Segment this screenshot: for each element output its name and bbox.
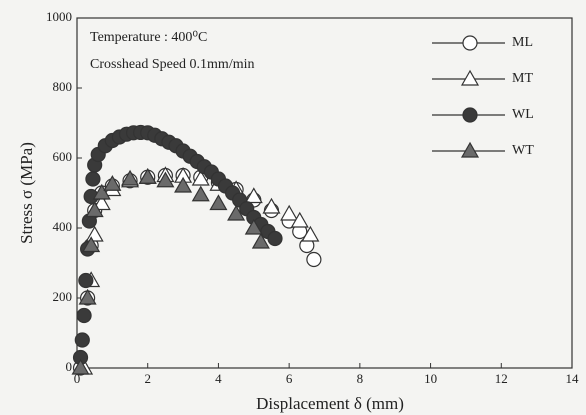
y-tick-label: 600 [53, 149, 73, 164]
plot-frame [76, 17, 573, 369]
data-point [280, 204, 299, 221]
data-point [191, 185, 210, 202]
x-tick-label: 12 [495, 371, 508, 386]
data-point [82, 236, 101, 253]
y-axis-label: Stress σ (MPa) [17, 142, 36, 244]
data-point [191, 169, 210, 186]
x-tick-label: 14 [566, 371, 580, 386]
data-point [78, 288, 97, 305]
legend-marker [462, 35, 478, 51]
data-point [209, 194, 228, 211]
data-point [262, 197, 281, 214]
data-point [78, 272, 94, 289]
y-tick-label: 800 [53, 79, 73, 94]
data-point [121, 169, 140, 186]
y-tick-label: 0 [66, 359, 73, 374]
data-point [85, 225, 104, 242]
x-tick-label: 6 [286, 371, 293, 386]
x-axis-label: Displacement δ (mm) [256, 394, 404, 413]
legend-label: WL [512, 107, 534, 122]
annotation: Crosshead Speed 0.1mm/min [90, 57, 255, 72]
legend-marker [462, 107, 478, 123]
data-point [306, 251, 322, 268]
data-point [267, 230, 283, 247]
legend-marker [460, 141, 480, 158]
legend-marker [460, 69, 480, 86]
legend-label: MT [512, 71, 533, 86]
data-point [85, 171, 101, 187]
legend-label: WT [512, 143, 534, 158]
data-point [92, 194, 111, 211]
x-tick-label: 2 [144, 371, 151, 386]
x-tick-label: 10 [424, 371, 437, 386]
data-point [92, 183, 111, 200]
data-point [244, 218, 263, 235]
data-point [227, 204, 246, 221]
data-point [74, 332, 90, 348]
data-point [251, 232, 270, 249]
y-tick-label: 200 [53, 289, 73, 304]
data-point [174, 176, 193, 193]
data-point [156, 171, 175, 188]
legend-label: ML [512, 35, 533, 50]
x-tick-label: 4 [215, 371, 222, 386]
data-point [103, 175, 122, 191]
data-point [290, 211, 309, 228]
x-tick-label: 0 [74, 371, 81, 386]
annotation: Temperature : 400⁰C [90, 30, 207, 45]
x-tick-label: 8 [357, 371, 364, 386]
data-point [76, 307, 92, 324]
data-point [244, 187, 263, 204]
y-tick-label: 400 [53, 219, 73, 234]
data-point [138, 168, 157, 184]
data-point [71, 358, 90, 375]
data-point [85, 201, 104, 218]
y-tick-label: 1000 [46, 9, 72, 24]
data-point [301, 225, 320, 242]
